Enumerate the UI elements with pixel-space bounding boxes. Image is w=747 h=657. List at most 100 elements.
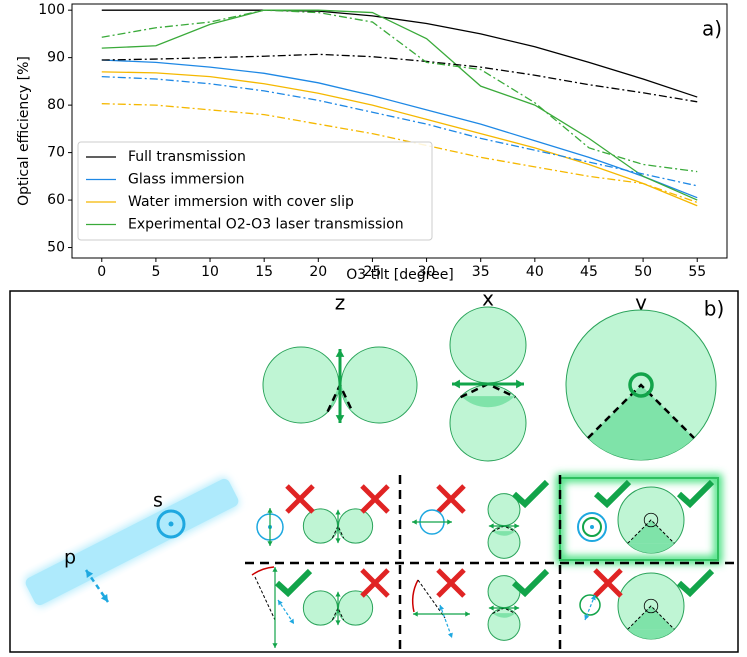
x-tick-label: 15 xyxy=(255,264,273,280)
shape xyxy=(587,438,695,461)
arrowhead xyxy=(289,618,294,624)
shape xyxy=(156,509,186,539)
column-label: z xyxy=(335,291,346,315)
tilt-arc xyxy=(411,579,419,613)
line xyxy=(101,103,698,204)
panel-label: b) xyxy=(704,297,725,321)
line xyxy=(101,9,698,173)
arrowhead xyxy=(514,605,520,611)
x-tick-label: 25 xyxy=(364,264,382,280)
line xyxy=(101,59,698,199)
arrow xyxy=(439,604,453,639)
legend-label: Glass immersion xyxy=(128,172,245,188)
line xyxy=(101,71,698,207)
shape xyxy=(582,517,602,537)
legend-label: Experimental O2-O3 laser transmission xyxy=(128,217,404,233)
shape xyxy=(643,512,659,528)
shape xyxy=(627,606,675,630)
arrowhead xyxy=(335,538,341,544)
shape xyxy=(340,346,418,424)
arrowhead xyxy=(488,605,494,611)
y-tick-label: 90 xyxy=(47,50,65,66)
tilt-arc xyxy=(251,566,275,576)
check xyxy=(511,568,550,598)
column-label: y xyxy=(635,291,647,315)
arrowhead xyxy=(335,349,345,357)
tilt-line xyxy=(254,576,276,621)
arrowhead xyxy=(452,379,460,389)
line xyxy=(101,75,698,187)
arrowhead xyxy=(335,591,341,597)
x-tick-label: 50 xyxy=(634,264,652,280)
shape xyxy=(643,598,659,614)
arrowhead xyxy=(447,632,453,638)
x-tick-label: 40 xyxy=(526,264,544,280)
check xyxy=(676,479,715,509)
arrowhead xyxy=(272,643,278,648)
shape xyxy=(579,594,601,616)
beam-label: p xyxy=(64,547,76,569)
arrowhead xyxy=(413,611,418,617)
x-tick-label: 0 xyxy=(97,264,106,280)
arrowhead xyxy=(335,620,341,626)
shape xyxy=(628,372,654,398)
line xyxy=(101,9,698,98)
cross xyxy=(436,568,466,598)
cross xyxy=(360,484,390,514)
x-tick-label: 45 xyxy=(580,264,598,280)
tilt-line xyxy=(417,579,446,619)
arrowhead xyxy=(86,570,94,578)
cone-line xyxy=(627,519,675,544)
arrow xyxy=(84,569,110,603)
shape xyxy=(627,629,675,639)
beam xyxy=(25,478,239,606)
shape xyxy=(487,575,521,609)
y-tick-label: 60 xyxy=(47,192,65,208)
legend-label: Water immersion with cover slip xyxy=(128,194,354,210)
arrowhead xyxy=(272,567,278,572)
panel-b-frame xyxy=(9,290,739,653)
shape xyxy=(577,512,607,542)
line xyxy=(101,53,698,103)
arrowhead xyxy=(412,519,417,525)
y-tick-label: 50 xyxy=(47,240,65,256)
shape xyxy=(449,306,527,384)
arrowhead xyxy=(267,508,273,513)
shape xyxy=(461,396,515,408)
arrowhead xyxy=(100,594,108,602)
cone-line xyxy=(587,383,695,439)
check xyxy=(593,479,632,509)
column-label: x xyxy=(482,287,494,311)
cross xyxy=(593,568,623,598)
arrowhead xyxy=(514,523,520,529)
check xyxy=(274,568,313,598)
legend-label: Full transmission xyxy=(128,149,246,165)
line xyxy=(101,9,698,201)
cone-line xyxy=(627,605,675,630)
y-axis-label: Optical efficiency [%] xyxy=(16,56,32,206)
y-tick-label: 80 xyxy=(47,97,65,113)
arrowhead xyxy=(335,509,341,515)
arrowhead xyxy=(335,415,345,423)
cross xyxy=(360,568,390,598)
legend-box xyxy=(77,141,433,241)
x-tick-label: 10 xyxy=(201,264,219,280)
arrowhead xyxy=(278,600,283,606)
arrowhead xyxy=(465,611,470,617)
cross xyxy=(436,484,466,514)
highlight-box xyxy=(559,477,719,561)
shape xyxy=(627,543,675,553)
cone-line xyxy=(331,524,345,539)
panel-label: a) xyxy=(702,17,722,41)
arrowhead xyxy=(590,595,596,601)
arrowhead xyxy=(447,519,452,525)
x-tick-label: 55 xyxy=(688,264,706,280)
x-axis-label: O3 tilt [degree] xyxy=(346,267,454,283)
y-tick-label: 100 xyxy=(38,2,65,18)
shape xyxy=(492,531,516,536)
cone-line xyxy=(331,606,345,621)
shape xyxy=(492,613,516,618)
cross xyxy=(285,484,315,514)
dot xyxy=(168,521,174,527)
